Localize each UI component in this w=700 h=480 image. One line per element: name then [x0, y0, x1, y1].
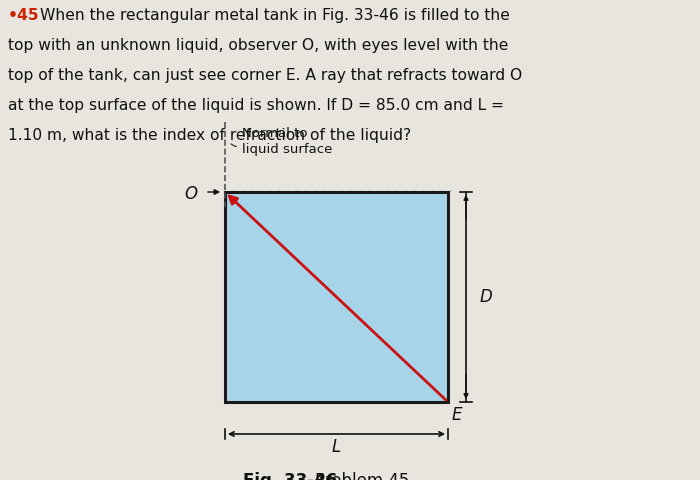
- Bar: [225, 192, 448, 402]
- Text: at the top surface of the liquid is shown. If D = 85.0 cm and L =: at the top surface of the liquid is show…: [8, 98, 504, 113]
- Text: Normal to: Normal to: [242, 127, 307, 140]
- Text: liquid surface: liquid surface: [242, 143, 332, 156]
- Text: Fig. 33-46: Fig. 33-46: [243, 472, 337, 480]
- Text: 1.10 m, what is the index of refraction of the liquid?: 1.10 m, what is the index of refraction …: [8, 128, 412, 143]
- Text: top with an unknown liquid, observer O, with eyes level with the: top with an unknown liquid, observer O, …: [8, 38, 508, 53]
- Text: L: L: [332, 438, 341, 456]
- Text: top of the tank, can just see corner E. A ray that refracts toward O: top of the tank, can just see corner E. …: [8, 68, 522, 83]
- Text: When the rectangular metal tank in Fig. 33-46 is filled to the: When the rectangular metal tank in Fig. …: [40, 8, 510, 23]
- Text: O: O: [184, 185, 197, 203]
- Bar: [225, 192, 448, 402]
- Text: Problem 45.: Problem 45.: [315, 472, 414, 480]
- Text: D: D: [480, 288, 493, 306]
- Text: E: E: [452, 406, 463, 424]
- Text: •45: •45: [8, 8, 40, 23]
